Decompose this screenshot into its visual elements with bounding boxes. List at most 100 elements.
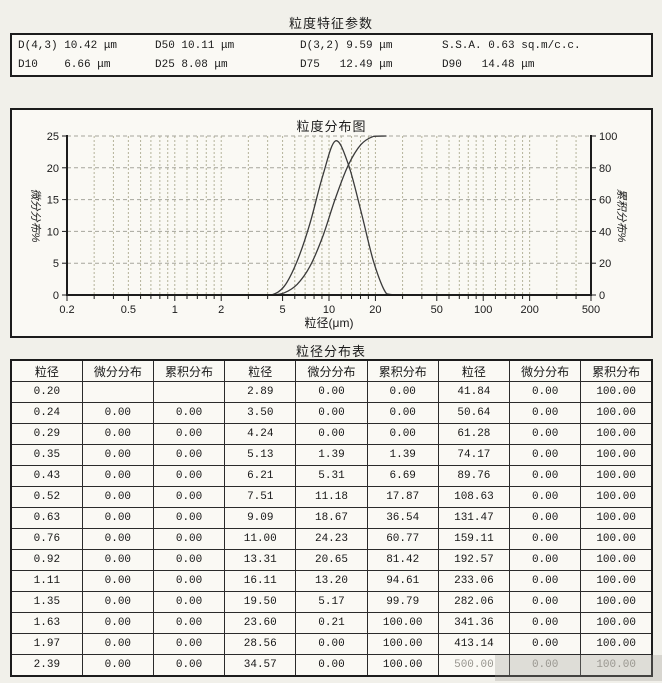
table-row: 0.76 0.00 0.00 11.00 24.23 60.77 159.11 0.00 100… [10,528,653,550]
y-left-tick-label: 25 [47,131,59,143]
table-row: 0.92 0.00 0.00 13.31 20.65 81.42 192.57 0.00 100… [10,549,653,571]
table-row: 2.39 0.00 0.00 34.57 0.00 100.00 500.00 0.00 100… [10,654,653,677]
parameter-value: D10 6.66 μm [18,59,111,71]
table-cell: 19.50 [224,591,297,613]
table-cell: 0.00 [366,402,439,424]
table-header-cell: 微分分布 [295,359,368,382]
table-cell: 100.00 [580,633,653,655]
y-right-tick-label: 40 [599,226,611,238]
table-cell: 0.00 [81,549,154,571]
table-cell: 100.00 [580,654,653,677]
table-cell: 0.00 [81,570,154,592]
table-cell: 89.76 [437,465,511,487]
y-left-tick-label: 20 [47,163,59,175]
table-cell: 11.18 [295,486,368,508]
table-cell: 18.67 [295,507,368,529]
table-cell: 0.21 [295,612,368,634]
table-row: 0.24 0.00 0.00 3.50 0.00 0.00 50.64 0.00 100.00 [10,402,653,424]
table-cell: 0.00 [152,507,226,529]
table-cell: 100.00 [580,486,653,508]
y-right-tick-label: 80 [599,163,611,175]
cumulative-curve [245,135,387,296]
table-cell: 94.61 [366,570,439,592]
table-cell: 192.57 [437,549,511,571]
table-title: 粒径分布表 [295,344,366,359]
table-cell: 74.17 [437,444,511,466]
table-cell: 0.00 [81,612,154,634]
table-header-cell: 微分分布 [81,359,154,382]
parameters-title: 粒度特征参数 [288,16,373,31]
table-cell: 0.00 [81,633,154,655]
table-cell: 0.43 [10,465,83,487]
table-cell: 1.35 [10,591,83,613]
parameter-value: D(3,2) 9.59 μm [300,40,393,52]
table-cell: 41.84 [437,381,511,403]
table-cell: 0.00 [152,591,226,613]
table-cell: 0.76 [10,528,83,550]
table-cell: 34.57 [224,654,297,677]
x-tick-label: 100 [474,304,492,316]
chart-title: 粒度分布图 [296,119,367,134]
table-cell: 100.00 [580,465,653,487]
parameter-value: S.S.A. 0.63 sq.m/c.c. [442,40,581,52]
table-cell: 0.00 [295,633,368,655]
table-cell: 100.00 [580,591,653,613]
table-cell: 11.00 [224,528,297,550]
table-cell: 100.00 [580,549,653,571]
table-cell: 100.00 [580,507,653,529]
table-cell: 7.51 [224,486,297,508]
table-cell: 1.39 [366,444,439,466]
table-cell: 2.89 [224,381,297,403]
parameter-value: D90 14.48 μm [442,59,535,71]
table-cell: 0.00 [81,402,154,424]
table-row: 0.63 0.00 0.00 9.09 18.67 36.54 131.47 0.00 100.… [10,507,653,529]
table-cell: 0.00 [152,549,226,571]
table-cell: 28.56 [224,633,297,655]
table-cell: 0.00 [152,654,226,677]
table-header-row: 粒径 微分分布 累积分布 粒径 微分分布 累积分布 粒径 微分分布 累积分布 [10,359,653,382]
table-cell: 233.06 [437,570,511,592]
table-cell: 4.24 [224,423,297,445]
table-cell: 0.00 [152,465,226,487]
table-cell: 0.00 [81,507,154,529]
table-cell: 5.13 [224,444,297,466]
table-cell: 1.11 [10,570,83,592]
table-cell: 413.14 [437,633,511,655]
table-cell: 23.60 [224,612,297,634]
y-left-tick-label: 10 [47,226,59,238]
table-cell: 61.28 [437,423,511,445]
table-cell: 0.00 [81,423,154,445]
table-cell: 0.00 [509,528,582,550]
table-row: 0.43 0.00 0.00 6.21 5.31 6.69 89.76 0.00 100.00 [10,465,653,487]
parameter-value: D25 8.08 μm [155,59,228,71]
table-header-cell: 累积分布 [366,359,439,382]
table-cell: 3.50 [224,402,297,424]
table-cell: 1.63 [10,612,83,634]
distribution-table: 粒径 微分分布 累积分布 粒径 微分分布 累积分布 粒径 微分分布 累积分布 0.20 2.89 0.… [10,359,653,677]
table-cell: 0.92 [10,549,83,571]
table-cell: 100.00 [580,612,653,634]
table-cell: 0.00 [81,654,154,677]
x-tick-label: 5 [280,304,286,316]
table-cell: 0.35 [10,444,83,466]
table-cell: 131.47 [437,507,511,529]
table-row: 0.35 0.00 0.00 5.13 1.39 1.39 74.17 0.00 100.00 [10,444,653,466]
table-cell: 0.00 [81,528,154,550]
particle-size-distribution-chart: 0.2 0.5 1 2 5 10 20 50 100 200 5000510152025020406… [29,131,628,330]
parameter-value: D50 10.11 μm [155,40,235,52]
table-cell: 0.29 [10,423,83,445]
table-cell: 5.17 [295,591,368,613]
parameter-value: D(4,3) 10.42 μm [18,40,118,52]
table-row: 0.20 2.89 0.00 0.00 41.84 0.00 100.00 [10,381,653,403]
table-cell [152,381,226,403]
table-cell: 100.00 [580,423,653,445]
table-cell: 20.65 [295,549,368,571]
table-row: 1.35 0.00 0.00 19.50 5.17 99.79 282.06 0.00 100.… [10,591,653,613]
table-cell: 100.00 [580,402,653,424]
x-tick-label: 1 [172,304,178,316]
table-cell: 0.00 [152,570,226,592]
table-cell: 0.00 [295,402,368,424]
table-cell: 0.00 [509,423,582,445]
table-cell: 24.23 [295,528,368,550]
x-tick-label: 500 [582,304,600,316]
